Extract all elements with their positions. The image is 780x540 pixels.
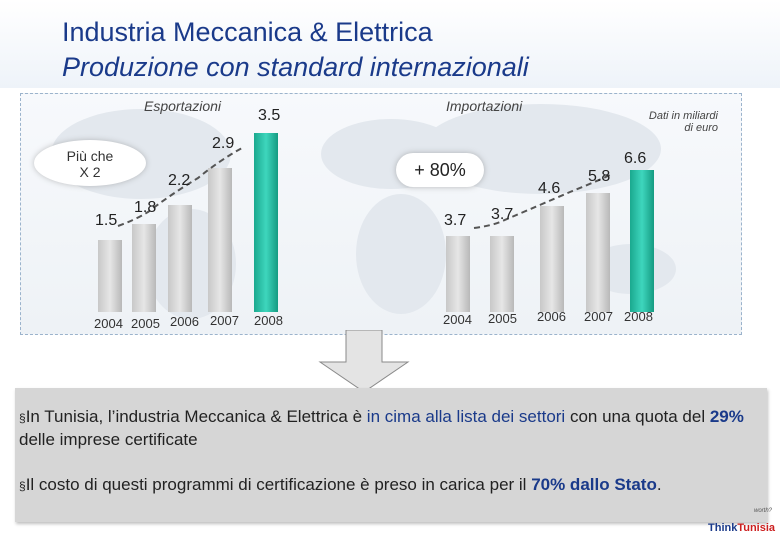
page-title: Industria Meccanica & Elettrica <box>62 17 433 47</box>
import-year-2006: 2006 <box>537 309 566 324</box>
down-arrow-icon <box>318 330 410 393</box>
bullet-marker: § <box>19 411 26 425</box>
logo-tagline: worth? <box>754 508 773 514</box>
bullet-paragraph-1: §In Tunisia, l’industria Meccanica & Ele… <box>19 406 759 451</box>
bullet-2-highlight: 70% dallo Stato <box>531 475 657 494</box>
export-value-2005: 1.8 <box>134 199 157 216</box>
import-year-2004: 2004 <box>443 312 472 327</box>
slide-header: Industria Meccanica & Elettrica Produzio… <box>0 0 780 88</box>
import-value-2004: 3.7 <box>444 212 467 229</box>
logo-part-2: Tunisia <box>737 522 776 534</box>
export-bar-2005 <box>132 224 156 312</box>
bullet-paragraph-2: §Il costo di questi programmi di certifi… <box>19 474 759 497</box>
export-value-2004: 1.5 <box>95 212 118 229</box>
import-growth-badge: + 80% <box>396 153 484 187</box>
import-year-2007: 2007 <box>584 309 613 324</box>
import-year-2005: 2005 <box>488 311 517 326</box>
logo-part-1: Think <box>708 522 738 534</box>
export-bar-2006 <box>168 205 192 312</box>
export-year-2006: 2006 <box>170 314 199 329</box>
import-value-2008: 6.6 <box>624 150 647 167</box>
export-year-2005: 2005 <box>131 316 160 331</box>
bullet-1-text-c: delle imprese certificate <box>19 430 198 449</box>
think-tunisia-logo: ThinkTunisia <box>708 522 775 534</box>
export-bar-2007 <box>208 168 232 312</box>
bullet-1-highlight-a: in cima alla lista dei settori <box>366 407 566 426</box>
export-value-2007: 2.9 <box>212 135 235 152</box>
import-bar-2007 <box>586 193 610 312</box>
import-value-2005: 3.7 <box>491 206 514 223</box>
export-bar-2004 <box>98 240 122 312</box>
import-bar-2004 <box>446 236 470 312</box>
import-chart-label: Importazioni <box>446 98 523 114</box>
export-year-2004: 2004 <box>94 316 123 331</box>
export-bar-2008 <box>254 133 278 312</box>
bullet-1-highlight-b: 29% <box>709 407 744 426</box>
import-value-2007: 5.8 <box>588 168 611 185</box>
import-unit-note: Dati in miliardi di euro <box>648 110 718 134</box>
bullet-2-text-b: . <box>656 475 662 494</box>
bullet-marker: § <box>19 479 26 493</box>
import-growth-text: + 80% <box>414 160 466 180</box>
export-value-2006: 2.2 <box>168 172 191 189</box>
info-box: §In Tunisia, l’industria Meccanica & Ele… <box>15 388 767 522</box>
bullet-1-text-b: con una quota del <box>565 407 710 426</box>
bullet-1-text-a: In Tunisia, l’industria Meccanica & Elet… <box>25 407 367 426</box>
export-chart-label: Esportazioni <box>144 98 222 114</box>
import-bar-2008 <box>630 170 654 312</box>
bullet-2-text-a: Il costo di questi programmi di certific… <box>25 475 532 494</box>
import-value-2006: 4.6 <box>538 180 561 197</box>
export-year-2007: 2007 <box>210 313 239 328</box>
export-value-2008: 3.5 <box>258 107 281 124</box>
import-bar-2005 <box>490 236 514 312</box>
export-note-bubble: Più che X 2 <box>34 140 146 186</box>
export-note-text: Più che X 2 <box>66 148 114 180</box>
import-year-2008: 2008 <box>624 309 653 324</box>
export-year-2008: 2008 <box>254 313 283 328</box>
page-subtitle: Produzione con standard internazionali <box>62 52 529 82</box>
import-bar-2006 <box>540 206 564 312</box>
